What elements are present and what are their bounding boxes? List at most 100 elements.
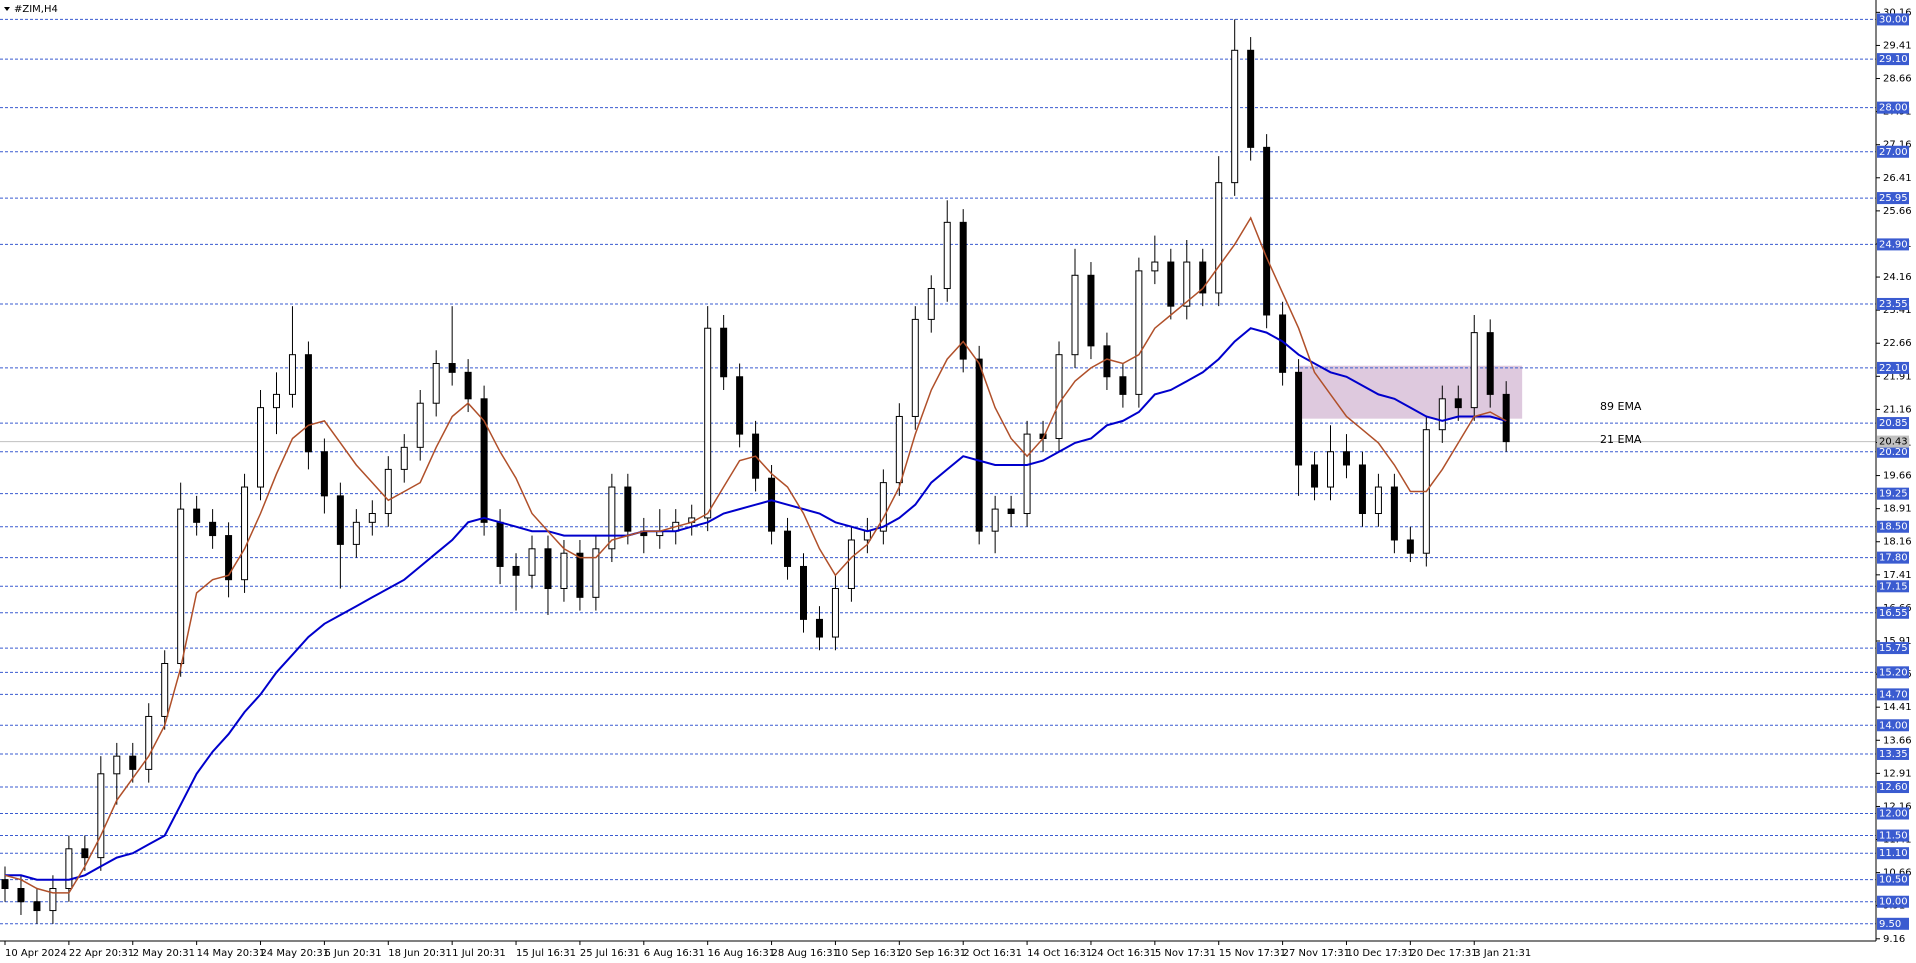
x-tick-label: 20 Sep 16:31 bbox=[899, 948, 966, 959]
level-label-box bbox=[1877, 807, 1909, 820]
candle-body bbox=[257, 407, 265, 488]
level-label-box bbox=[1877, 895, 1909, 908]
menu-triangle[interactable] bbox=[4, 7, 10, 11]
candle-body bbox=[1007, 508, 1015, 515]
candle-body bbox=[1327, 451, 1335, 488]
y-tick-label: 26.41 bbox=[1883, 173, 1912, 184]
y-tick-label: 10.66 bbox=[1883, 868, 1912, 879]
x-tick-label: 18 Jun 20:31 bbox=[388, 948, 452, 959]
level-label: 14.00 bbox=[1879, 720, 1908, 731]
candle-body bbox=[608, 486, 616, 550]
candle-body bbox=[304, 354, 312, 453]
level-label: 11.50 bbox=[1879, 831, 1908, 842]
level-label: 15.20 bbox=[1879, 667, 1908, 678]
level-label: 17.80 bbox=[1879, 553, 1908, 564]
candle-body bbox=[336, 495, 344, 545]
level-label: 13.35 bbox=[1879, 749, 1908, 760]
y-tick-label: 25.66 bbox=[1883, 206, 1912, 217]
candle-body bbox=[177, 508, 185, 665]
level-label: 17.15 bbox=[1879, 581, 1908, 592]
x-tick-label: 24 Oct 16:31 bbox=[1091, 948, 1156, 959]
candle-body bbox=[736, 376, 744, 435]
level-label-box bbox=[1877, 580, 1909, 593]
x-tick-label: 3 Jan 21:31 bbox=[1474, 948, 1531, 959]
level-label-box bbox=[1877, 551, 1909, 564]
chart-title: #ZIM,H4 bbox=[14, 4, 58, 15]
level-label: 12.00 bbox=[1879, 809, 1908, 820]
level-label: 14.70 bbox=[1879, 689, 1908, 700]
x-tick-label: 5 Nov 17:31 bbox=[1155, 948, 1216, 959]
candle-body bbox=[1454, 398, 1462, 409]
candle-body bbox=[1438, 398, 1446, 431]
level-label-box bbox=[1877, 873, 1909, 886]
y-tick-label: 29.41 bbox=[1883, 40, 1912, 51]
y-tick-label: 18.91 bbox=[1883, 504, 1912, 515]
candle-body bbox=[512, 565, 520, 576]
level-label: 10.00 bbox=[1879, 897, 1908, 908]
candle-body bbox=[784, 530, 792, 567]
candle-body bbox=[911, 318, 919, 417]
candle-body bbox=[17, 888, 25, 903]
x-tick-label: 14 Oct 16:31 bbox=[1027, 948, 1092, 959]
level-label: 29.10 bbox=[1879, 54, 1908, 65]
candle-body bbox=[1151, 261, 1159, 272]
level-label: 12.60 bbox=[1879, 782, 1908, 793]
level-label-box bbox=[1877, 192, 1909, 205]
y-tick-label: 28.66 bbox=[1883, 74, 1912, 85]
x-tick-label: 10 Apr 2024 bbox=[5, 948, 67, 959]
ema-label: 21 EMA bbox=[1600, 433, 1642, 446]
candle-body bbox=[1295, 371, 1303, 466]
candle-body bbox=[416, 402, 424, 448]
candle-body bbox=[1263, 146, 1271, 316]
level-label-box bbox=[1877, 297, 1909, 310]
candle-body bbox=[815, 618, 823, 638]
candle-body bbox=[1342, 451, 1350, 466]
level-label: 11.10 bbox=[1879, 848, 1908, 859]
y-tick-label: 14.41 bbox=[1883, 702, 1912, 713]
candle-body bbox=[576, 552, 584, 598]
x-tick-label: 15 Nov 17:31 bbox=[1219, 948, 1286, 959]
y-tick-label: 9.16 bbox=[1883, 934, 1905, 945]
level-label-box bbox=[1877, 487, 1909, 500]
candle-body bbox=[879, 482, 887, 532]
axis-layer: 9.169.9110.6611.4112.1612.9113.6614.4115… bbox=[4, 7, 1912, 959]
candle-body bbox=[975, 358, 983, 532]
level-label-box bbox=[1877, 606, 1909, 619]
candle-body bbox=[1135, 270, 1143, 395]
current-price-box bbox=[1877, 435, 1909, 448]
candle-body bbox=[352, 521, 360, 545]
y-tick-label: 15.91 bbox=[1883, 636, 1912, 647]
candle-body bbox=[1215, 182, 1223, 294]
candle-body bbox=[863, 530, 871, 541]
y-tick-label: 17.41 bbox=[1883, 570, 1912, 581]
level-label-box bbox=[1877, 145, 1909, 158]
candle-body bbox=[145, 715, 153, 770]
x-tick-label: 2 May 20:31 bbox=[133, 948, 195, 959]
candle-body bbox=[927, 288, 935, 320]
y-tick-label: 21.91 bbox=[1883, 371, 1912, 382]
candle-body bbox=[241, 486, 249, 581]
candle-body bbox=[193, 508, 201, 523]
x-tick-label: 6 Jun 20:31 bbox=[324, 948, 381, 959]
line-layer bbox=[4, 216, 1507, 894]
candle-body bbox=[704, 327, 712, 519]
candle-body bbox=[720, 327, 728, 378]
y-tick-label: 27.16 bbox=[1883, 140, 1912, 151]
candle-body bbox=[320, 451, 328, 497]
candle-body bbox=[959, 221, 967, 360]
level-label: 15.75 bbox=[1879, 643, 1908, 654]
level-label-box bbox=[1877, 917, 1909, 930]
x-tick-label: 14 May 20:31 bbox=[197, 948, 266, 959]
x-tick-label: 16 Aug 16:31 bbox=[708, 948, 775, 959]
x-tick-label: 24 May 20:31 bbox=[261, 948, 330, 959]
ema-line bbox=[5, 327, 1507, 881]
level-label: 18.50 bbox=[1879, 522, 1908, 533]
candle-body bbox=[1231, 49, 1239, 184]
candle-body bbox=[1103, 345, 1111, 378]
candle-body bbox=[847, 539, 855, 590]
candle-body bbox=[432, 363, 440, 404]
candle-body bbox=[895, 415, 903, 484]
level-label: 27.00 bbox=[1879, 147, 1908, 158]
level-label: 25.95 bbox=[1879, 193, 1908, 204]
